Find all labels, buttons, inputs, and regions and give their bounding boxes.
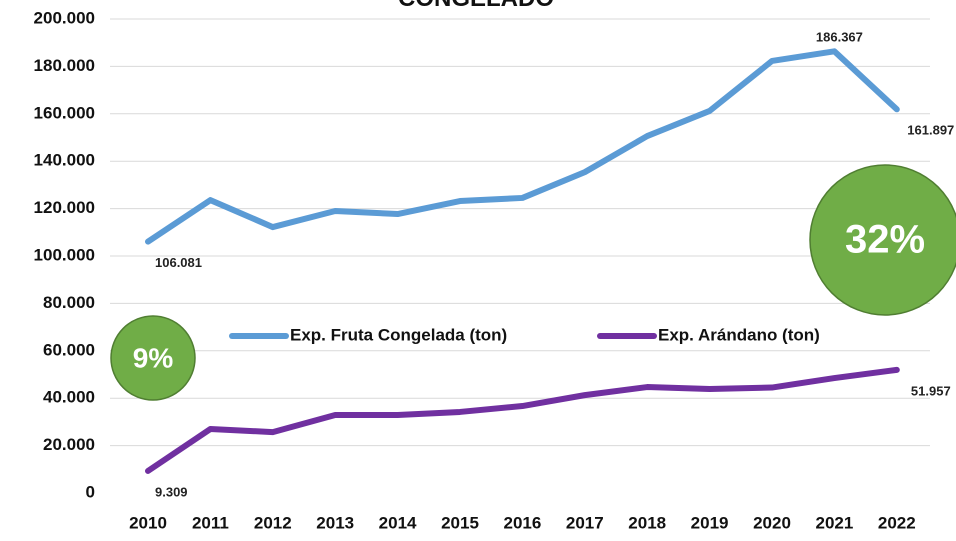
x-tick-label: 2010: [129, 513, 167, 532]
annotation-text: 9%: [133, 342, 174, 373]
annotation-bubble: [809, 164, 956, 316]
x-tick-label: 2021: [815, 513, 853, 532]
x-tick-label: 2019: [691, 513, 729, 532]
y-tick-label: 80.000: [43, 293, 95, 312]
data-label: 106.081: [155, 255, 202, 270]
x-tick-label: 2013: [316, 513, 354, 532]
x-tick-label: 2022: [878, 513, 916, 532]
y-tick-label: 40.000: [43, 388, 95, 407]
x-tick-label: 2015: [441, 513, 479, 532]
series-line: [145, 366, 900, 474]
x-tick-label: 2017: [566, 513, 604, 532]
y-tick-label: 100.000: [34, 245, 95, 264]
data-label: 186.367: [816, 30, 863, 45]
y-tick-label: 140.000: [34, 151, 95, 170]
data-label: 161.897: [907, 123, 954, 138]
data-label: 51.957: [911, 383, 951, 398]
x-tick-label: 2012: [254, 513, 292, 532]
annotation-bubble: [110, 315, 196, 401]
x-tick-label: 2016: [503, 513, 541, 532]
y-tick-label: 20.000: [43, 435, 95, 454]
y-tick-label: 200.000: [34, 8, 95, 27]
y-tick-label: 160.000: [34, 103, 95, 122]
x-tick-label: 2020: [753, 513, 791, 532]
legend-label: Exp. Arándano (ton): [658, 325, 820, 344]
x-tick-label: 2018: [628, 513, 666, 532]
y-tick-label: 120.000: [34, 198, 95, 217]
data-label: 9.309: [155, 484, 188, 499]
y-tick-label: 60.000: [43, 340, 95, 359]
y-tick-label: 0: [86, 482, 95, 501]
chart-title: CONGELADO: [398, 0, 554, 12]
x-tick-label: 2011: [192, 513, 229, 532]
legend-label: Exp. Fruta Congelada (ton): [290, 325, 507, 344]
series-line: [145, 48, 900, 245]
annotation-text: 32%: [845, 218, 925, 262]
x-tick-label: 2014: [379, 513, 417, 532]
y-tick-label: 180.000: [34, 56, 95, 75]
